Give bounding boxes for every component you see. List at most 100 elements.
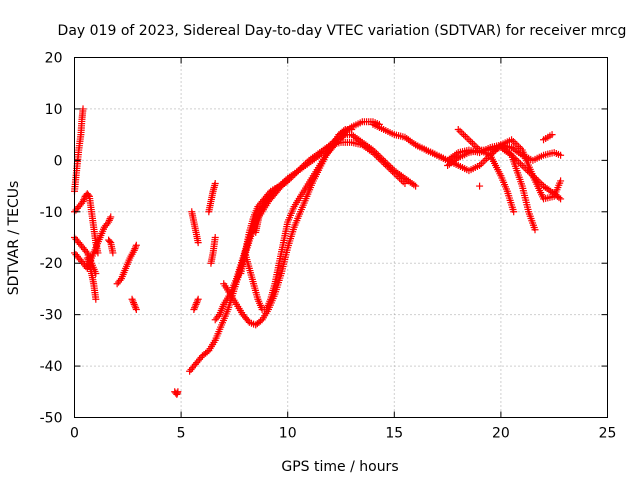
y-tick-label: 0	[54, 153, 63, 169]
data-point	[265, 189, 273, 197]
data-point	[191, 304, 199, 312]
data-point	[481, 156, 489, 164]
data-point	[109, 249, 117, 257]
data-point	[510, 208, 518, 216]
data-point	[92, 295, 100, 303]
data-point	[79, 198, 87, 205]
data-point	[468, 139, 476, 147]
y-tick-label: 20	[45, 51, 63, 67]
axis-ticks	[74, 57, 608, 418]
data-point	[197, 354, 205, 361]
data-point	[116, 276, 124, 284]
data-point	[557, 195, 565, 203]
data-point	[509, 138, 517, 145]
data-point	[479, 158, 487, 166]
data-point	[548, 131, 556, 139]
series-arc11	[190, 295, 202, 313]
x-tick-label: 10	[279, 426, 297, 442]
data-point	[193, 299, 201, 307]
data-point	[132, 243, 140, 251]
x-tick-label: 15	[385, 426, 403, 442]
y-axis-label: SDTVAR / TECUs	[6, 181, 22, 296]
y-tick-label: -10	[40, 205, 63, 221]
y-tick-label: -30	[40, 308, 63, 324]
data-point	[284, 177, 292, 185]
data-point	[80, 196, 88, 204]
plot-frame	[74, 57, 608, 418]
data-point	[214, 312, 222, 320]
data-point	[211, 234, 219, 241]
data-point	[476, 182, 484, 190]
series-arc19	[252, 195, 270, 236]
x-axis-label: GPS time / hours	[281, 459, 398, 475]
data-point	[456, 127, 464, 135]
chart-title: Day 019 of 2023, Sidereal Day-to-day VTE…	[58, 23, 627, 39]
data-point	[194, 239, 202, 247]
data-point	[461, 132, 469, 140]
series-arc21	[412, 141, 518, 216]
data-point	[467, 138, 475, 145]
data-point	[262, 195, 270, 203]
data-point	[83, 254, 91, 262]
series-arc24	[486, 136, 565, 203]
series-arc9	[171, 388, 182, 398]
data-point	[555, 194, 563, 202]
series-arc20	[369, 120, 565, 164]
x-tick-label: 20	[492, 426, 510, 442]
y-tick-label: -20	[40, 256, 63, 272]
data-point	[557, 151, 565, 159]
data-point	[105, 218, 113, 226]
series-arc25	[476, 182, 484, 190]
data-point	[128, 295, 136, 303]
data-point	[107, 213, 115, 221]
series-arc26	[540, 131, 556, 144]
data-point	[465, 136, 473, 144]
data-point	[130, 300, 138, 308]
data-point	[348, 126, 356, 133]
series-arc14	[207, 234, 219, 267]
data-point	[193, 297, 201, 305]
data-point	[256, 208, 264, 216]
data-point	[557, 177, 565, 185]
data-point	[257, 204, 265, 212]
data-point	[531, 226, 539, 234]
data-point	[412, 182, 420, 190]
x-tick-label: 25	[599, 426, 617, 442]
series-arc18	[237, 177, 292, 277]
series-arc23	[454, 126, 539, 234]
data-point	[131, 245, 139, 253]
data-point	[174, 388, 182, 396]
data-point	[94, 249, 102, 257]
grid	[74, 57, 608, 418]
data-point	[257, 206, 265, 214]
data-point	[84, 256, 92, 264]
data-point	[454, 126, 462, 133]
data-point	[106, 215, 114, 223]
data-point	[79, 105, 87, 113]
data-point	[194, 295, 202, 303]
data-point	[458, 129, 466, 137]
data-point	[192, 300, 200, 308]
data-point	[106, 237, 114, 245]
data-points	[71, 105, 565, 398]
data-point	[211, 180, 219, 187]
data-point	[132, 304, 140, 312]
series-arc13	[205, 180, 219, 216]
series-arc3	[71, 213, 115, 272]
y-tick-label: -50	[40, 411, 63, 427]
series-arc5	[83, 254, 100, 303]
data-point	[85, 258, 93, 265]
data-point	[483, 155, 491, 163]
series-arc17	[241, 126, 356, 313]
x-tick-label: 0	[70, 426, 79, 442]
data-point	[130, 246, 138, 254]
y-tick-labels: -50 -40 -30 -20 -10 0 10 20	[40, 51, 63, 427]
series-arc12	[188, 208, 202, 247]
data-point	[190, 306, 198, 313]
data-point	[340, 127, 348, 135]
series-arc6	[105, 236, 117, 257]
series-arc2	[71, 190, 102, 257]
series-arc7	[113, 241, 140, 288]
y-tick-label: 10	[45, 102, 63, 118]
